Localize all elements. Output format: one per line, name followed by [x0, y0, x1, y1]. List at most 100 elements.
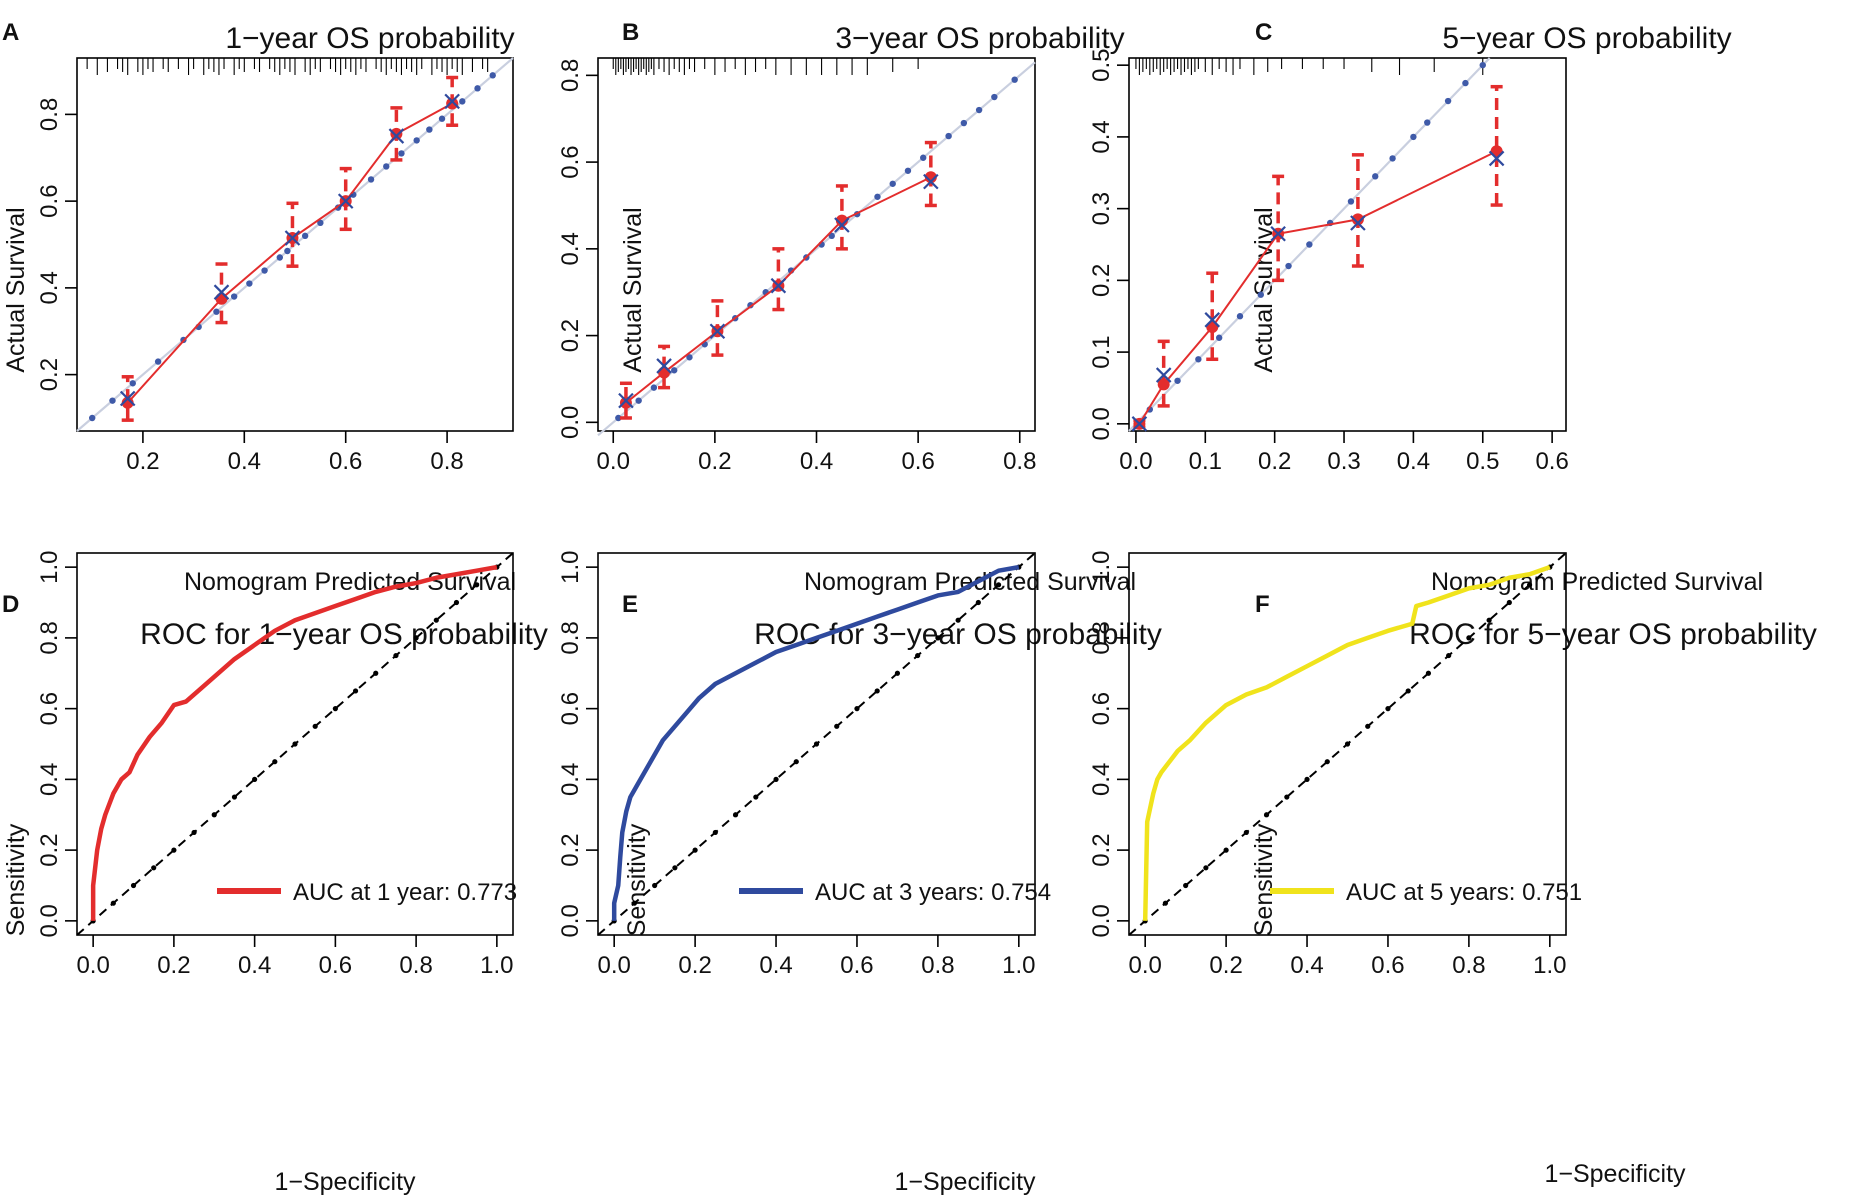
corrected-marker-stroke-c [1488, 150, 1505, 167]
x-tick-label-e: 0.4 [759, 952, 792, 979]
diagonal-dot-f [1243, 829, 1249, 836]
x-tick-label-f: 1.0 [1533, 952, 1566, 979]
corrected-marker-a [119, 390, 136, 407]
panel-letter-e: E [622, 591, 638, 618]
y-tick-label-c: 0.3 [1088, 192, 1115, 225]
corrected-marker-b [834, 217, 850, 233]
y-tick-label-f: 0.4 [1088, 763, 1115, 796]
observed-point-a [390, 127, 403, 140]
y-tick-label-a: 0.4 [36, 271, 63, 304]
diagonal-dot-f [1304, 776, 1310, 782]
y-tick-label-d: 0.8 [36, 621, 63, 654]
corrected-marker-c [1155, 367, 1172, 383]
roc-curve-f [1142, 565, 1551, 921]
x-tick-label-a: 0.6 [329, 448, 362, 475]
observed-point-b [924, 171, 937, 184]
diagonal-dot-d [252, 776, 258, 782]
corrected-marker-stroke-a [337, 193, 354, 209]
apparent-dot-b [828, 232, 835, 240]
apparent-dot-a [109, 397, 116, 404]
diagonal-dot-e [631, 900, 638, 906]
diagonal-dot-e [834, 723, 840, 729]
diagonal-dot-d [413, 635, 419, 641]
plot-frame-f [1128, 552, 1567, 936]
ylabel-f: Sensitivity [1250, 823, 1278, 936]
corrected-marker-c [1488, 150, 1505, 167]
x-tick-label-d: 0.8 [399, 952, 432, 979]
diagonal-dot-f [1526, 582, 1533, 588]
x-tick-label-e: 0.2 [678, 952, 711, 979]
diagonal-dot-d [110, 900, 116, 906]
x-tick-label-f: 0.6 [1371, 952, 1404, 979]
diagonal-dot-e [874, 688, 880, 694]
x-tick-label-e: 0.6 [840, 952, 873, 979]
apparent-dot-b [904, 167, 912, 174]
apparent-dot-a [154, 358, 162, 365]
diagonal-dot-e [712, 829, 718, 836]
observed-point-b [658, 366, 671, 379]
x-tick-label-d: 0.4 [238, 952, 271, 979]
plot-c: 0.0 0.1 0.2 0.3 0.4 0.5 0.6 0.0 0.1 0.2 0.3 0.4 0.5 [1088, 48, 1569, 475]
title-a: 1−year OS probability [225, 22, 514, 55]
x-tick-label-f: 0.4 [1290, 952, 1323, 979]
apparent-dot-c [1285, 262, 1292, 270]
x-tick-label-d: 0.2 [157, 952, 190, 979]
legend-label-f: AUC at 5 years: 0.751 [1346, 879, 1582, 906]
corrected-marker-stroke-a [444, 93, 460, 110]
y-tick-label-d: 0.0 [36, 904, 63, 937]
x-tick-label-d: 0.0 [76, 952, 109, 979]
apparent-dot-a [246, 280, 253, 287]
corrected-marker-a [337, 193, 354, 209]
diagonal-dot-e [995, 582, 1002, 588]
x-tick-label-b: 0.4 [800, 448, 833, 475]
apparent-dot-b [975, 106, 983, 114]
apparent-dot-a [230, 293, 238, 300]
apparent-dot-a [89, 414, 96, 422]
y-tick-label-a: 0.8 [36, 98, 63, 131]
diagonal-dot-f [1183, 882, 1189, 889]
corrected-marker-a [444, 93, 460, 110]
diagonal-dot-e [652, 882, 658, 889]
corrected-marker-stroke-b [923, 173, 939, 190]
diagonal-dot-e [813, 741, 820, 747]
apparent-dot-a [489, 72, 496, 79]
corrected-marker-c [1350, 215, 1366, 231]
diagonal-dot-e [935, 635, 941, 641]
plot-frame-e [597, 552, 1036, 936]
y-tick-label-b: 0.8 [557, 59, 584, 92]
corrected-marker-stroke-b [656, 358, 672, 374]
apparent-dot-b [1011, 76, 1018, 83]
x-tick-label-d: 1.0 [480, 952, 513, 979]
apparent-dot-c [1410, 133, 1417, 141]
apparent-dot-c [1174, 377, 1181, 384]
legend-label-d: AUC at 1 year: 0.773 [293, 879, 517, 906]
diagonal-dot-f [1446, 652, 1452, 659]
apparent-dot-a [383, 163, 390, 170]
corrected-marker-c [1131, 416, 1148, 432]
observed-point-a [121, 396, 134, 409]
ylabel-b: Actual Survival [619, 207, 647, 372]
xlabel-e: 1−Specificity [894, 1168, 1036, 1196]
y-tick-label-d: 0.2 [36, 833, 63, 866]
apparent-dot-a [474, 85, 481, 92]
apparent-dot-a [276, 254, 283, 261]
y-tick-label-f: 0.6 [1088, 692, 1115, 725]
apparent-dot-c [1215, 334, 1223, 341]
plot-f: 0.0 0.2 0.4 0.6 0.8 1.0 0.0 0.2 0.4 0.6 0.8 1.0 AUC … [1088, 550, 1582, 979]
diagonal-dot-d [191, 829, 197, 836]
plot-b: 0.0 0.2 0.4 0.6 0.8 0.0 0.2 0.4 0.6 0.8 [557, 57, 1036, 475]
xlabel-b: Nomogram Predicted Survival [804, 568, 1136, 596]
apparent-dot-a [213, 308, 220, 315]
x-tick-label-b: 0.0 [597, 448, 630, 475]
y-tick-label-c: 0.1 [1088, 335, 1115, 368]
diagonal-dot-e [854, 706, 860, 712]
y-tick-label-d: 0.4 [36, 763, 63, 796]
apparent-dot-c [1462, 79, 1469, 87]
diagonal-dot-f [1405, 688, 1411, 694]
diagonal-dot-e [672, 865, 678, 871]
diagonal-dot-e [692, 847, 698, 853]
observed-point-a [215, 292, 228, 305]
apparent-dot-b [671, 367, 678, 374]
observed-line-b [625, 176, 932, 404]
